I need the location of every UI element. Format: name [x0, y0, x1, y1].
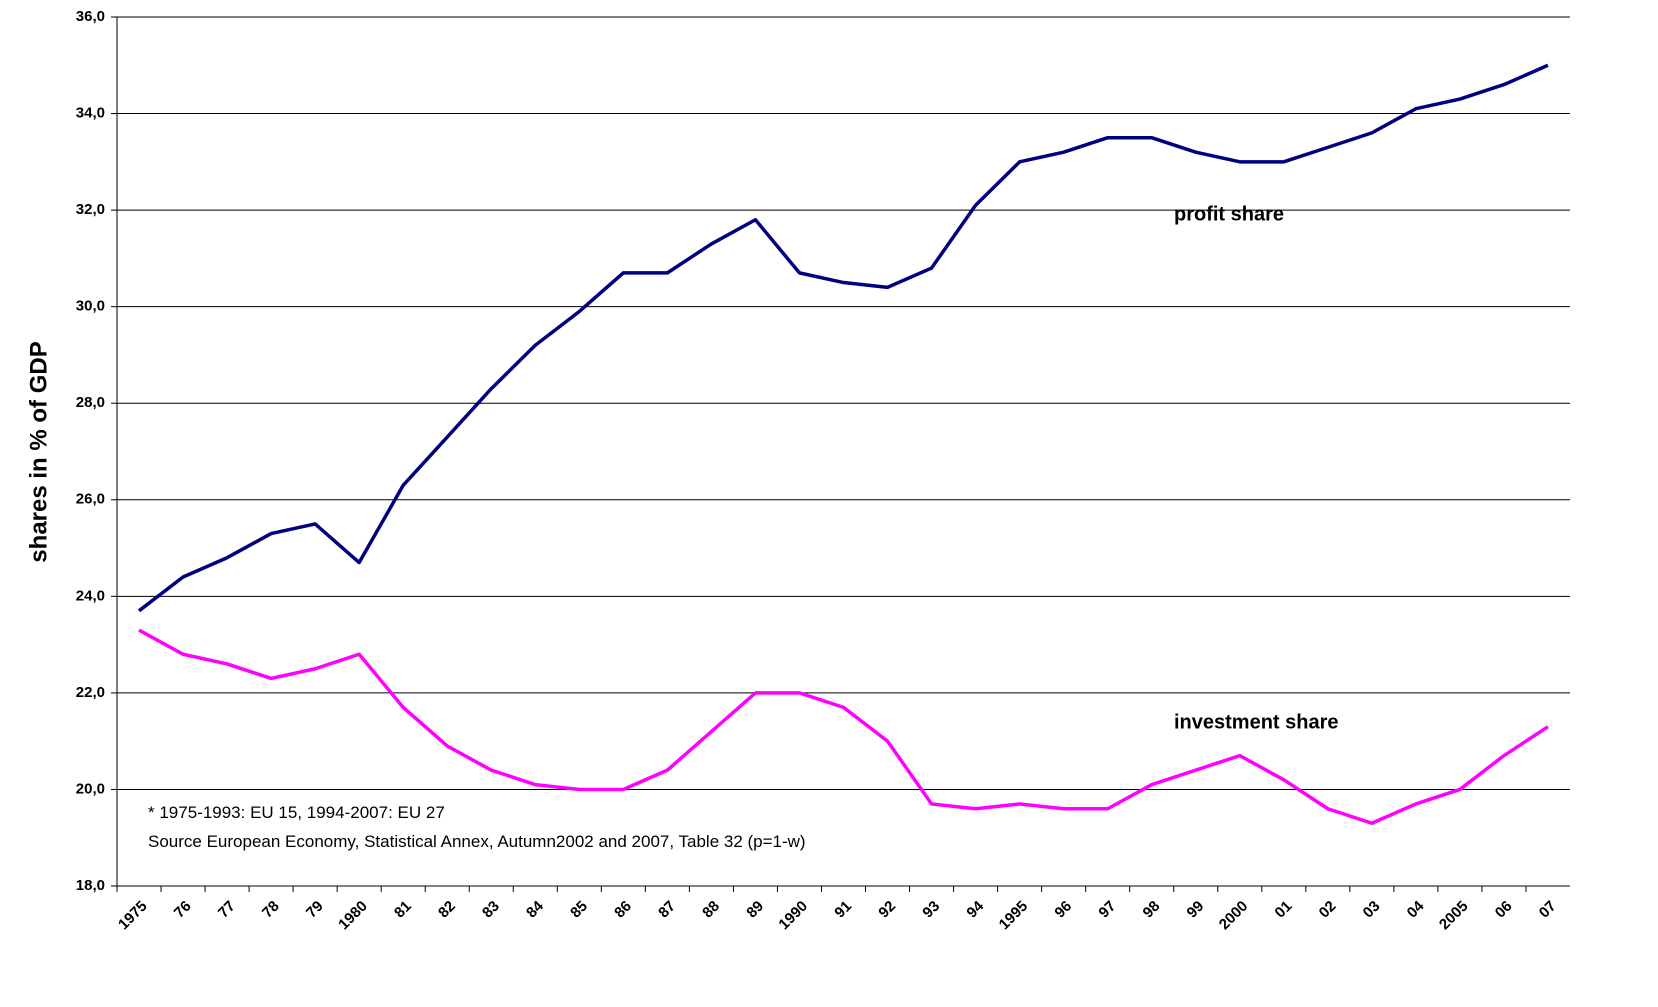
x-tick-label: 79 — [303, 898, 327, 922]
x-tick-label: 89 — [743, 898, 767, 922]
series-line — [137, 63, 1549, 613]
y-tick-label: 18,0 — [76, 877, 105, 894]
x-tick-label: 1990 — [775, 898, 811, 934]
x-tick-label: 2000 — [1216, 898, 1252, 934]
x-tick-label: 93 — [919, 898, 943, 922]
x-tick-label: 77 — [215, 898, 239, 922]
x-tick-label: 87 — [655, 898, 679, 922]
x-tick-label: 07 — [1536, 898, 1560, 922]
y-tick-label: 30,0 — [76, 298, 105, 315]
y-tick-label: 28,0 — [76, 394, 105, 411]
note: Source European Economy, Statistical Ann… — [148, 832, 806, 851]
x-tick-label: 88 — [699, 898, 723, 922]
x-tick-label: 94 — [963, 897, 987, 921]
x-tick-label: 84 — [523, 897, 547, 921]
x-tick-label: 02 — [1316, 898, 1340, 922]
x-tick-label: 86 — [611, 898, 635, 922]
x-tick-label: 04 — [1404, 897, 1428, 921]
x-tick-label: 99 — [1184, 898, 1208, 922]
x-tick-label: 96 — [1051, 898, 1075, 922]
x-tick-label: 2005 — [1436, 898, 1472, 934]
series-label: investment share — [1174, 711, 1339, 733]
y-tick-label: 32,0 — [76, 201, 105, 218]
x-tick-label: 76 — [171, 898, 195, 922]
x-tick-label: 98 — [1140, 898, 1164, 922]
x-tick-label: 03 — [1360, 898, 1384, 922]
x-tick-label: 1980 — [335, 898, 371, 934]
x-tick-label: 92 — [875, 898, 899, 922]
series-label: profit share — [1174, 203, 1284, 225]
x-tick-label: 01 — [1272, 898, 1296, 922]
y-tick-label: 26,0 — [76, 491, 105, 508]
x-tick-label: 06 — [1492, 898, 1516, 922]
note: * 1975-1993: EU 15, 1994-2007: EU 27 — [148, 803, 445, 822]
x-tick-label: 82 — [435, 898, 459, 922]
x-tick-label: 83 — [479, 898, 503, 922]
y-tick-label: 24,0 — [76, 587, 105, 604]
x-tick-label: 1995 — [996, 898, 1032, 934]
x-tick-label: 91 — [831, 898, 855, 922]
y-tick-label: 36,0 — [76, 8, 105, 25]
x-tick-label: 97 — [1095, 898, 1119, 922]
y-tick-label: 20,0 — [76, 780, 105, 797]
y-axis-label: shares in % of GDP — [25, 341, 52, 562]
y-tick-label: 34,0 — [76, 105, 105, 122]
x-tick-label: 81 — [391, 898, 415, 922]
x-tick-label: 85 — [567, 898, 591, 922]
y-tick-label: 22,0 — [76, 684, 105, 701]
x-tick-label: 1975 — [115, 898, 151, 934]
x-tick-label: 78 — [259, 898, 283, 922]
series-line — [138, 628, 1549, 825]
